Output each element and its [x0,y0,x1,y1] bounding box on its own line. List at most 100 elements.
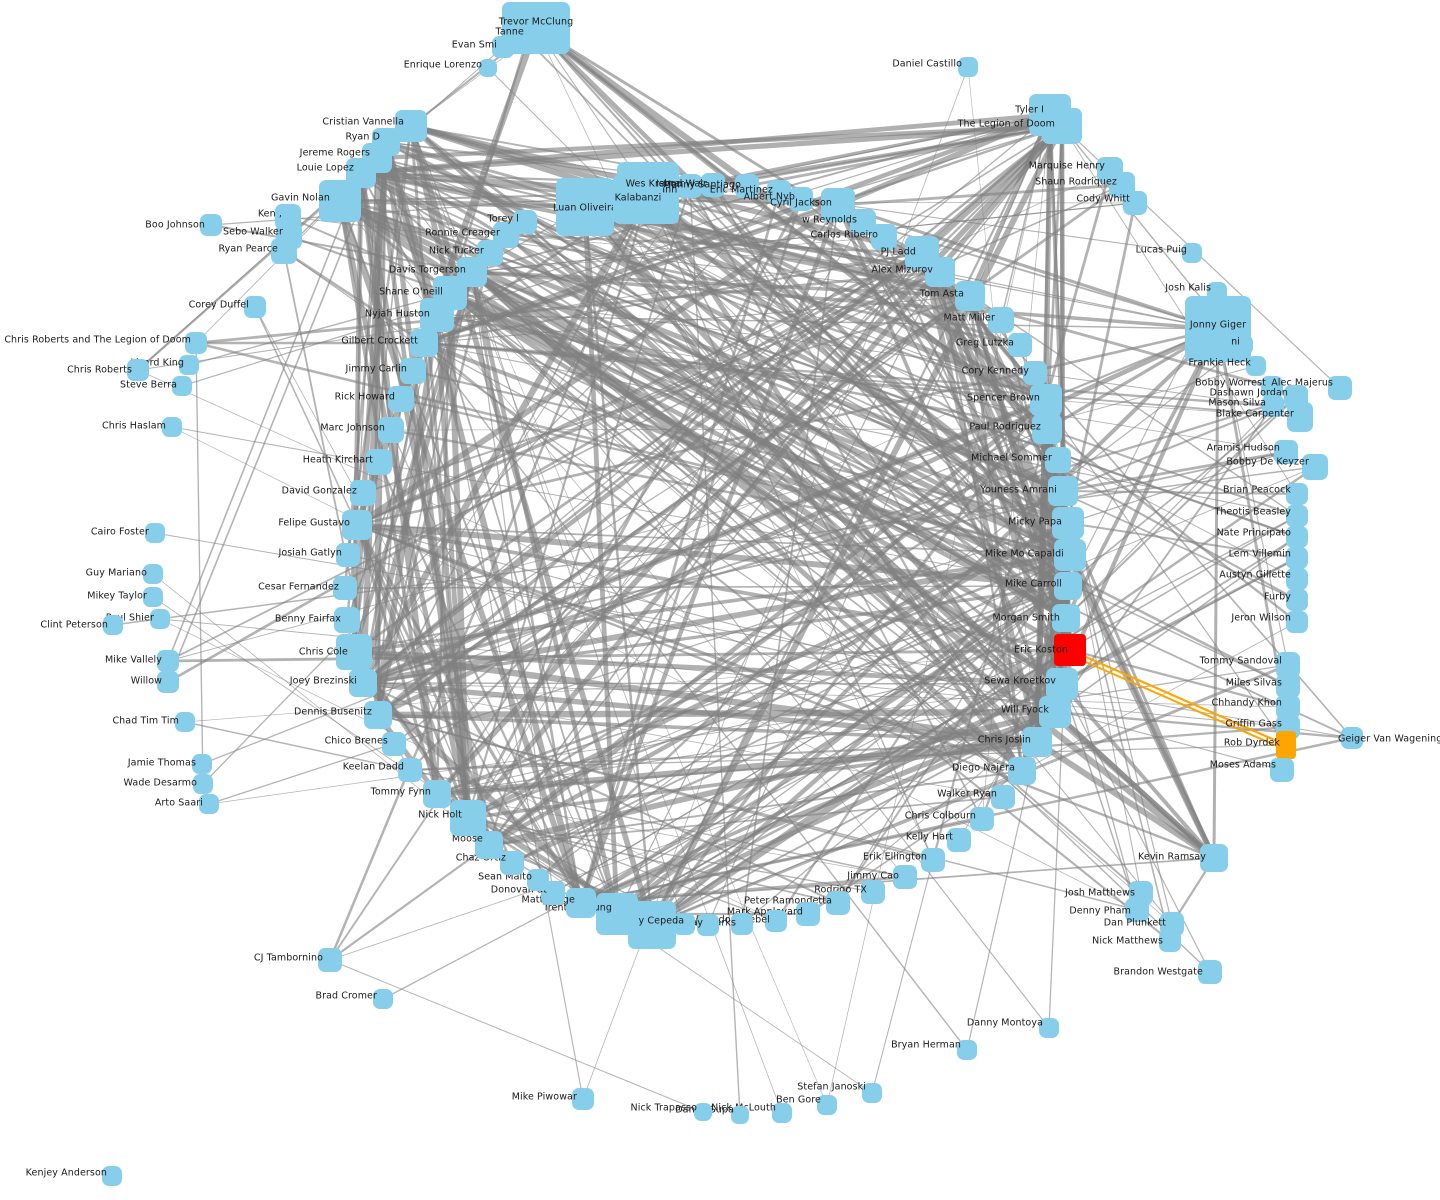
graph-node[interactable] [1182,243,1202,263]
graph-node[interactable] [185,332,207,354]
graph-node[interactable] [192,754,212,774]
graph-node[interactable] [334,607,360,633]
graph-node[interactable] [1286,547,1308,569]
graph-node[interactable] [1262,395,1284,417]
graph-node[interactable] [378,417,404,443]
graph-node[interactable] [1045,447,1071,473]
graph-node[interactable] [179,355,199,375]
graph-node[interactable] [1341,727,1363,749]
graph-node[interactable] [988,307,1014,333]
graph-node[interactable] [1328,376,1352,400]
graph-node[interactable] [556,178,614,236]
graph-node[interactable] [731,1106,749,1124]
graph-node[interactable] [596,893,638,935]
graph-node[interactable] [1286,589,1308,611]
graph-node[interactable] [1246,356,1266,376]
graph-node[interactable] [767,180,791,204]
graph-node[interactable] [1233,335,1253,355]
graph-node[interactable] [350,480,376,506]
graph-node[interactable] [673,913,695,935]
graph-node[interactable] [1261,376,1283,398]
graph-node[interactable] [871,224,897,250]
graph-node[interactable] [1052,604,1080,632]
graph-node[interactable] [514,27,540,53]
graph-node[interactable] [772,1103,792,1123]
graph-node[interactable] [127,359,149,381]
graph-node[interactable] [103,615,123,635]
graph-node[interactable] [157,671,179,693]
graph-node[interactable] [1030,384,1062,416]
graph-node[interactable] [1276,674,1300,698]
graph-node[interactable] [1302,454,1328,480]
graph-node[interactable] [921,848,945,872]
graph-node[interactable] [1286,505,1308,527]
graph-node[interactable] [319,180,361,222]
graph-node[interactable] [172,376,192,396]
graph-node[interactable] [271,238,297,264]
graph-node[interactable] [1286,568,1308,590]
graph-node[interactable] [373,989,393,1009]
graph-node[interactable] [1125,898,1149,922]
graph-node[interactable] [333,576,357,600]
graph-node[interactable] [400,358,426,384]
graph-node[interactable] [1286,483,1308,505]
graph-node[interactable] [1276,652,1300,678]
graph-node[interactable] [199,794,219,814]
graph-node[interactable] [1200,844,1228,872]
graph-node[interactable] [826,891,850,915]
graph-node[interactable] [1039,696,1071,728]
graph-node[interactable] [157,650,179,672]
graph-node[interactable] [1286,611,1308,633]
graph-node[interactable] [500,851,524,875]
graph-node[interactable] [735,174,759,198]
graph-node[interactable] [143,587,163,607]
graph-node[interactable] [1198,960,1222,984]
graph-node[interactable] [955,281,985,311]
graph-node[interactable] [1052,507,1084,539]
graph-node[interactable] [200,214,222,236]
graph-node[interactable] [364,701,392,729]
graph-node[interactable] [566,888,596,918]
graph-node[interactable] [701,173,725,197]
graph-node[interactable] [697,914,719,936]
graph-node[interactable] [492,36,514,58]
graph-node[interactable] [1123,191,1147,215]
graph-node[interactable] [398,758,422,782]
graph-node[interactable] [145,523,165,543]
graph-node[interactable] [102,1166,122,1186]
graph-node[interactable] [731,913,753,935]
graph-node[interactable] [817,1095,837,1115]
graph-node[interactable] [395,110,427,142]
graph-node[interactable] [1159,930,1181,952]
graph-node[interactable] [143,564,163,584]
graph-node[interactable] [970,807,994,831]
graph-node[interactable] [1286,526,1308,548]
graph-node[interactable] [1008,333,1032,357]
graph-node[interactable] [336,634,372,670]
graph-node[interactable] [947,828,971,852]
graph-node[interactable] [410,329,438,357]
graph-node[interactable] [958,57,978,77]
graph-node[interactable] [423,780,451,808]
graph-node[interactable] [861,880,885,904]
graph-node[interactable] [678,174,702,198]
graph-node[interactable] [1054,572,1082,600]
graph-node[interactable] [1054,634,1086,666]
graph-node[interactable] [366,449,392,475]
graph-node[interactable] [388,386,414,412]
graph-node[interactable] [513,210,537,234]
graph-node[interactable] [893,865,917,889]
graph-node[interactable] [1039,1018,1059,1038]
graph-node[interactable] [1276,731,1296,759]
graph-node[interactable] [479,59,497,77]
graph-node[interactable] [1023,361,1047,385]
graph-node[interactable] [1046,668,1078,700]
graph-node[interactable] [1274,440,1298,464]
graph-node[interactable] [342,510,372,540]
graph-node[interactable] [1054,539,1086,571]
graph-node[interactable] [244,296,266,318]
graph-node[interactable] [450,800,486,836]
graph-node[interactable] [382,732,406,756]
graph-node[interactable] [821,188,855,222]
graph-node[interactable] [527,869,549,891]
